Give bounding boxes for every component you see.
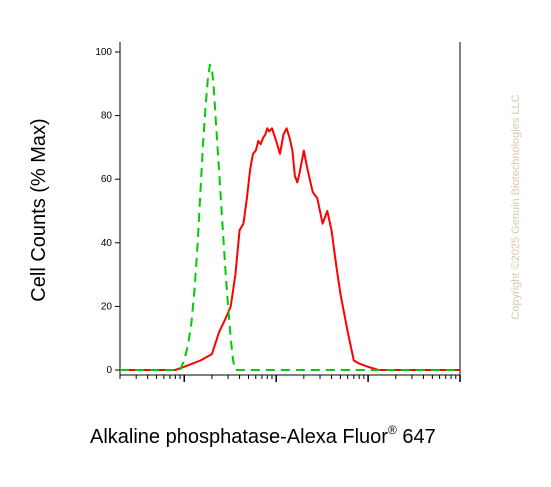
y-tick-label: 80 xyxy=(101,111,113,122)
control-histogram-line xyxy=(120,63,460,371)
y-tick-label: 0 xyxy=(106,365,112,376)
copyright-watermark: Copyright ©2025 Genuin Biotechnologies L… xyxy=(510,94,522,319)
y-tick-label: 40 xyxy=(101,238,113,249)
sample-histogram-line xyxy=(120,127,460,371)
x-axis-label-registered: ® xyxy=(388,423,397,437)
x-axis-label-tail: 647 xyxy=(397,426,436,448)
x-axis-label-main: Alkaline phosphatase-Alexa Fluor xyxy=(90,426,388,448)
y-axis-label: Cell Counts (% Max) xyxy=(28,118,50,301)
series-layer xyxy=(120,63,460,371)
y-tick-label: 20 xyxy=(101,301,113,312)
y-ticks: 100 80 60 40 20 0 xyxy=(95,47,120,376)
x-ticks xyxy=(119,375,461,382)
y-tick-label: 100 xyxy=(95,47,112,58)
x-axis-label: Alkaline phosphatase-Alexa Fluor® 647 xyxy=(90,423,436,448)
y-tick-label: 60 xyxy=(101,174,113,185)
